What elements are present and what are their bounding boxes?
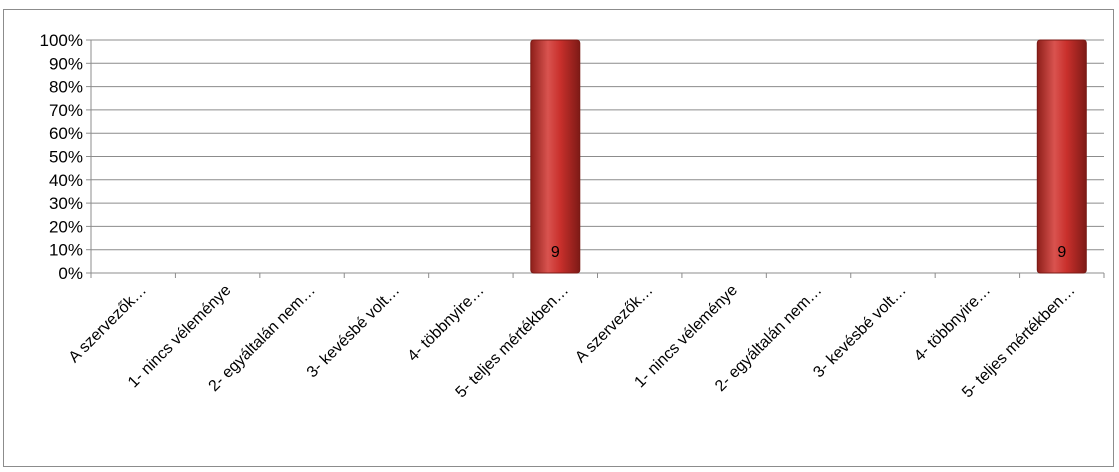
x-category-label: 3- kevésbé volt… — [304, 282, 403, 381]
y-tick-label: 30% — [49, 194, 83, 213]
bar — [1036, 39, 1087, 274]
data-label: 9 — [1057, 244, 1066, 261]
x-category-label: A szervezők… — [66, 282, 150, 366]
x-category-label: 3- kevésbé volt… — [810, 282, 909, 381]
y-tick-label: 60% — [49, 124, 83, 143]
bar — [530, 39, 581, 274]
y-tick-label: 100% — [40, 31, 83, 50]
gridlines — [91, 39, 1104, 274]
x-category-label: 4- többnyire… — [911, 282, 994, 365]
y-tick-label: 50% — [49, 148, 83, 167]
y-tick-label: 0% — [58, 264, 83, 283]
y-axis: 0% 10% 20% 30% 40% 50% 60% 70% 80% 90% 100% — [40, 31, 1105, 283]
y-tick-label: 70% — [49, 101, 83, 120]
y-tick-label: 40% — [49, 171, 83, 190]
y-tick-label: 90% — [49, 54, 83, 73]
y-tick-label: 20% — [49, 217, 83, 236]
data-label: 9 — [551, 244, 560, 261]
x-category-label: A szervezők… — [572, 282, 656, 366]
x-category-label: 4- többnyire… — [405, 282, 488, 365]
y-tick-label: 10% — [49, 241, 83, 260]
y-tick-label: 80% — [49, 78, 83, 97]
